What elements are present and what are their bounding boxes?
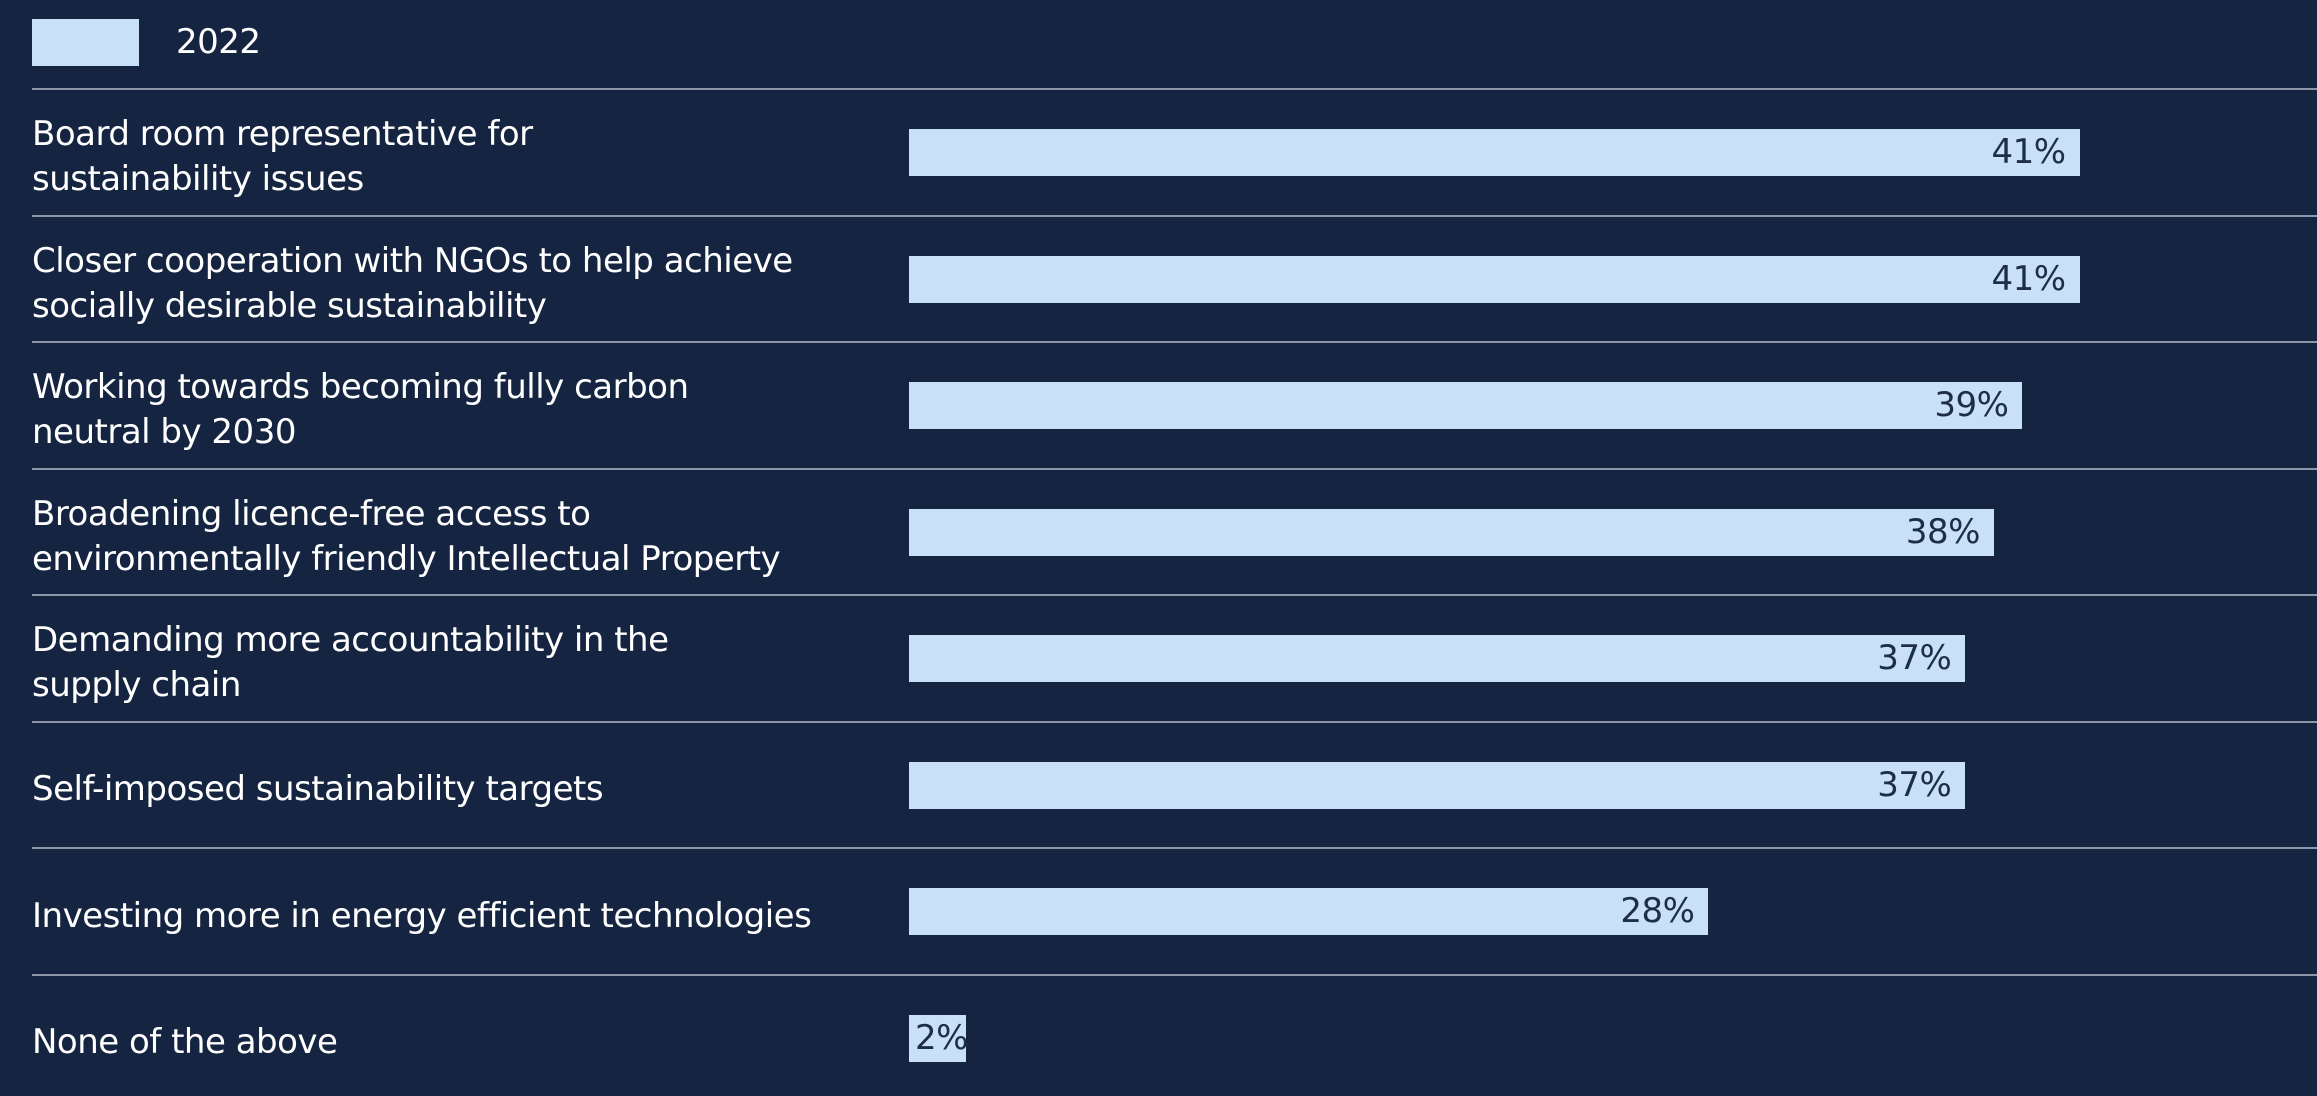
row-separator — [32, 341, 2317, 343]
value-label: 37% — [1877, 764, 1952, 805]
category-label: Self-imposed sustainability targets — [32, 769, 604, 809]
row-separator — [32, 214, 2317, 217]
bar: 2% — [909, 1014, 968, 1062]
bar: 28% — [909, 888, 1709, 935]
legend-label: 2022 — [176, 22, 261, 62]
category-label: Board room representative for sustainabi… — [32, 114, 533, 199]
row-separator — [32, 720, 2317, 723]
category-label: Broadening licence-free access to enviro… — [32, 493, 781, 579]
value-label: 2% — [915, 1017, 968, 1058]
value-label: 39% — [1934, 385, 2009, 425]
legend-swatch — [32, 19, 139, 66]
value-label: 41% — [1991, 132, 2066, 172]
value-label: 41% — [1991, 258, 2066, 299]
bar: 37% — [909, 635, 1966, 682]
row-separator — [32, 594, 2317, 596]
row-separator — [32, 973, 2317, 976]
bar: 41% — [909, 255, 2080, 303]
row-separator — [32, 467, 2317, 470]
value-label: 37% — [1877, 638, 1952, 678]
category-label: Investing more in energy efficient techn… — [32, 895, 812, 936]
category-label: Working towards becoming fully carbon ne… — [32, 367, 689, 452]
row-separator — [32, 847, 2317, 849]
row-separator — [32, 88, 2317, 90]
value-label: 38% — [1905, 511, 1981, 552]
bar: 38% — [909, 508, 1994, 556]
bar: 39% — [909, 382, 2023, 429]
category-label: None of the above — [32, 1022, 338, 1062]
bar: 37% — [909, 761, 1966, 809]
category-label: Closer cooperation with NGOs to help ach… — [32, 240, 793, 326]
value-label: 28% — [1620, 891, 1695, 931]
category-label: Demanding more accountability in the sup… — [32, 620, 669, 705]
bar: 41% — [909, 129, 2080, 176]
